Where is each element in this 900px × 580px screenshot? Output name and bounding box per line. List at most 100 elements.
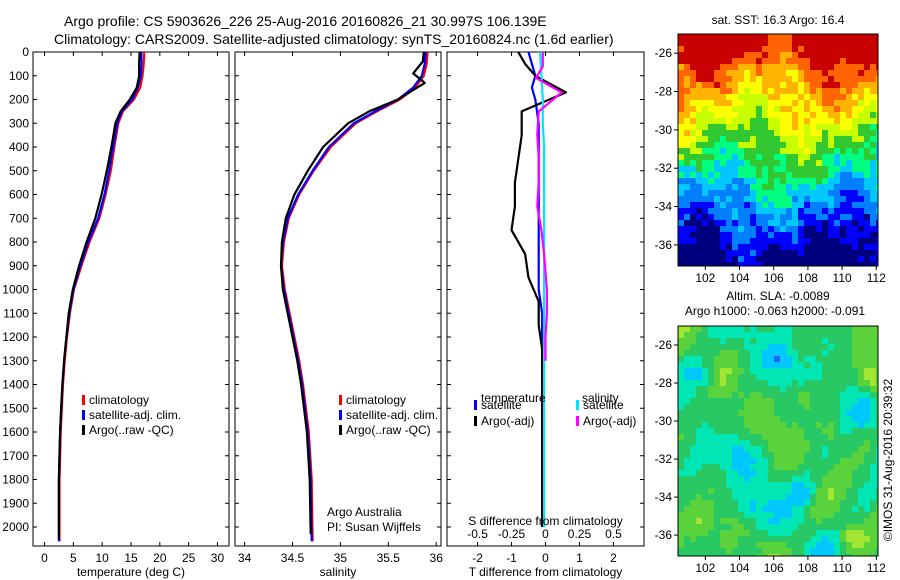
- series-salinity-argo-adj-: [534, 52, 563, 361]
- map-x-tick-label: 102: [695, 271, 715, 285]
- sst-map: [678, 34, 879, 267]
- x-tick-label: 34: [238, 551, 252, 565]
- x-tick-label: 25: [182, 551, 196, 565]
- x-tick-label: -2: [472, 551, 483, 565]
- map-y-tick-label: -34: [655, 200, 673, 214]
- y-tick-label: 400: [9, 140, 29, 154]
- series-argo-raw-qc-: [279, 51, 426, 535]
- map-x-tick-label: 108: [798, 271, 818, 285]
- legend-swatch: [82, 425, 85, 435]
- legend-swatch: [82, 395, 85, 405]
- legend-label: satellite-adj. clim.: [346, 408, 438, 422]
- sst-map-title: sat. SST: 16.3 Argo: 16.4: [712, 13, 845, 27]
- x-tick-label: 0: [542, 551, 549, 565]
- y-tick-label: 500: [9, 164, 29, 178]
- legend-swatch: [339, 425, 342, 435]
- x-axis-label: temperature (deg C): [77, 565, 185, 579]
- map-x-tick-label: 108: [798, 561, 818, 575]
- top-axis-tick-label: -0.25: [498, 527, 526, 541]
- sla-map-subtitle: Argo h1000: -0.063 h2000: -0.091: [685, 304, 865, 318]
- y-tick-label: 600: [9, 188, 29, 202]
- legend-swatch: [474, 416, 477, 426]
- x-tick-label: 15: [124, 551, 138, 565]
- map-y-tick-label: -28: [655, 376, 673, 390]
- legend-label: Argo(-adj): [481, 414, 534, 428]
- sla-map-title: Altim. SLA: -0.0089: [726, 289, 830, 303]
- y-tick-label: 900: [9, 259, 29, 273]
- top-axis-tick-label: 0.5: [605, 527, 622, 541]
- y-tick-label: 1600: [2, 425, 29, 439]
- y-tick-label: 1700: [2, 449, 29, 463]
- legend-swatch: [82, 410, 85, 420]
- map-y-tick-label: -34: [655, 490, 673, 504]
- y-tick-label: 800: [9, 235, 29, 249]
- sla-map: [678, 326, 879, 557]
- map-x-tick-label: 104: [730, 561, 750, 575]
- legend-heading: salinity: [582, 391, 619, 405]
- sst-map-frame: [677, 33, 879, 267]
- y-tick-label: 300: [9, 116, 29, 130]
- x-tick-label: 20: [153, 551, 167, 565]
- map-y-tick-label: -30: [655, 414, 673, 428]
- legend-swatch: [576, 416, 579, 426]
- legend-label: climatology: [346, 393, 406, 407]
- x-axis-label: salinity: [320, 565, 357, 579]
- y-tick-label: 1300: [2, 354, 29, 368]
- panel-annotation: Argo Australia: [327, 505, 402, 519]
- difference-profile-frame: [446, 51, 645, 547]
- map-x-tick-label: 112: [867, 271, 886, 285]
- legend-swatch: [339, 410, 342, 420]
- legend-label: satellite-adj. clim.: [89, 408, 181, 422]
- map-x-tick-label: 106: [764, 561, 784, 575]
- salinity-profile-frame: [234, 51, 442, 547]
- legend-swatch: [474, 400, 477, 410]
- top-axis-label: S difference from climatology: [468, 514, 623, 528]
- y-tick-label: 2000: [2, 520, 29, 534]
- legend-label: satellite: [583, 398, 624, 412]
- map-x-tick-label: 106: [764, 271, 784, 285]
- top-axis-tick-label: 0.25: [568, 527, 592, 541]
- map-y-tick-label: -26: [655, 338, 673, 352]
- top-axis-tick-label: -0.5: [467, 527, 488, 541]
- y-tick-label: 1000: [2, 283, 29, 297]
- x-tick-label: 5: [70, 551, 77, 565]
- map-x-tick-label: 112: [867, 561, 886, 575]
- x-tick-label: 1: [576, 551, 583, 565]
- y-tick-label: 1100: [3, 306, 29, 320]
- y-tick-label: 0: [22, 45, 29, 59]
- legend-swatch: [339, 395, 342, 405]
- temperature-profile-frame: [32, 51, 230, 547]
- map-y-tick-label: -32: [655, 161, 673, 175]
- map-y-tick-label: -26: [655, 46, 673, 60]
- y-tick-label: 1500: [2, 401, 29, 415]
- y-tick-label: 1200: [2, 330, 29, 344]
- legend-swatch: [576, 400, 579, 410]
- x-tick-label: 34.5: [281, 551, 305, 565]
- legend-heading: temperature: [481, 391, 546, 405]
- y-tick-label: 700: [9, 211, 29, 225]
- map-y-tick-label: -32: [655, 452, 673, 466]
- map-x-tick-label: 110: [833, 271, 852, 285]
- map-y-tick-label: -36: [655, 238, 673, 252]
- map-x-tick-label: 102: [695, 561, 715, 575]
- header-line-2: Climatology: CARS2009. Satellite-adjuste…: [54, 31, 614, 47]
- y-tick-label: 1400: [2, 378, 29, 392]
- x-tick-label: -1: [506, 551, 517, 565]
- x-tick-label: 35: [334, 551, 348, 565]
- x-axis-label: T difference from climatology: [469, 565, 623, 579]
- x-tick-label: 10: [95, 551, 109, 565]
- y-tick-label: 100: [9, 69, 29, 83]
- credit-text: ©IMOS 31-Aug-2016 20:39:32: [881, 379, 895, 542]
- y-tick-label: 200: [9, 93, 29, 107]
- legend-label: Argo(-adj): [583, 414, 636, 428]
- map-y-tick-label: -30: [655, 123, 673, 137]
- legend-label: Argo(..raw -QC): [89, 423, 174, 437]
- header-line-1: Argo profile: CS 5903626_226 25-Aug-2016…: [64, 13, 547, 29]
- legend-label: satellite: [481, 398, 522, 412]
- legend-label: Argo(..raw -QC): [346, 423, 431, 437]
- sla-map-frame: [677, 325, 879, 557]
- x-tick-label: 0: [41, 551, 48, 565]
- legend-label: climatology: [89, 393, 149, 407]
- top-axis-tick-label: 0: [542, 527, 549, 541]
